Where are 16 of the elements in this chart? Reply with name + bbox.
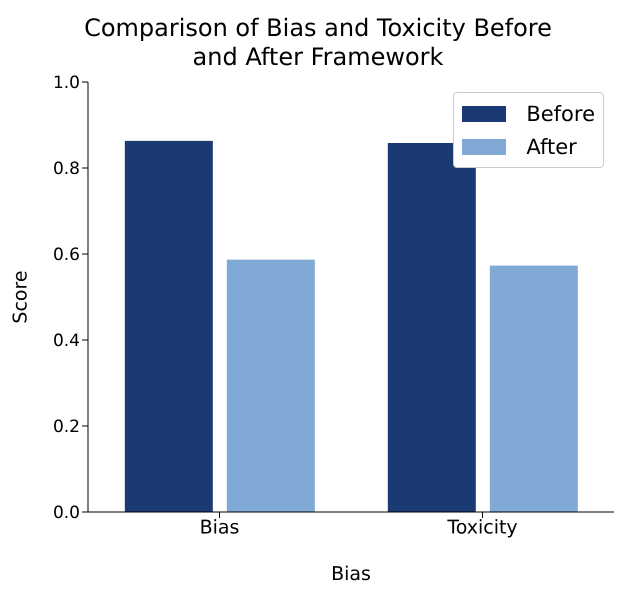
bar	[226, 260, 315, 512]
y-tick-label: 1.0	[52, 73, 80, 94]
legend-label: Before	[526, 102, 595, 126]
y-tick-label: 0.2	[52, 417, 80, 438]
y-tick-label: 0.8	[52, 159, 80, 180]
legend-label: After	[526, 134, 577, 158]
chart-title: Comparison of Bias and Toxicity Before and After Framework	[83, 13, 553, 72]
x-axis-title: Bias	[331, 563, 371, 585]
x-tick-label: Toxicity	[446, 516, 518, 538]
bar	[124, 140, 213, 512]
y-tick-label: 0.0	[52, 503, 80, 524]
bar	[490, 266, 578, 512]
y-axis-title: Score	[10, 270, 32, 324]
y-tick-label: 0.4	[52, 331, 80, 352]
bar	[388, 143, 476, 512]
y-tick-label: 0.6	[52, 245, 80, 266]
